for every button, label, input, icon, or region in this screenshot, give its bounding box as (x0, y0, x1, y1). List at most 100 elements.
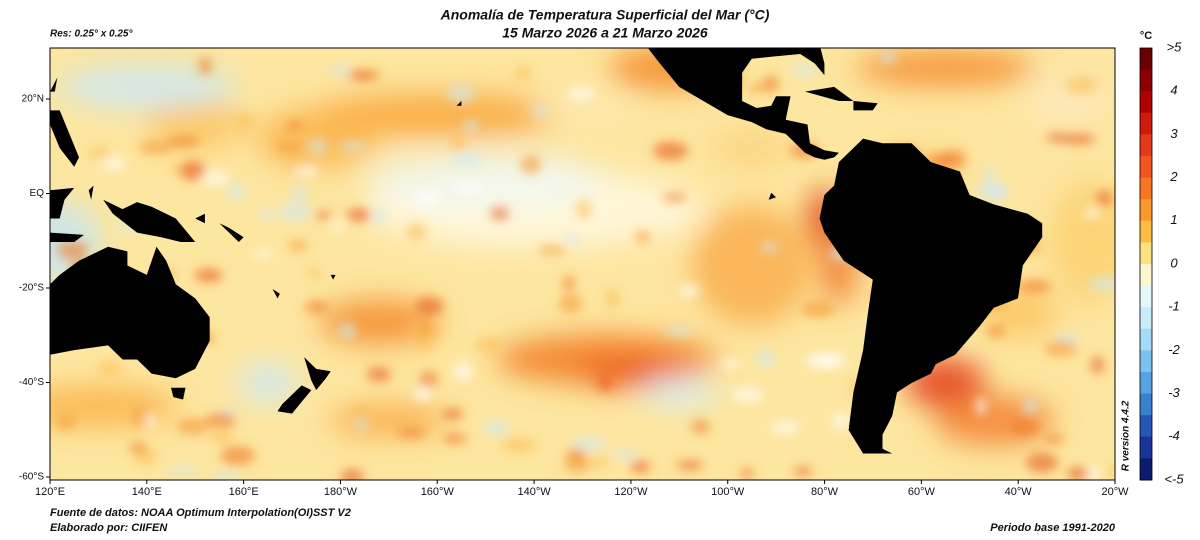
anomaly-region (365, 150, 606, 211)
anomaly-speck (275, 141, 304, 153)
anomaly-speck (881, 50, 896, 65)
anomaly-speck (204, 412, 237, 429)
anomaly-speck (286, 121, 303, 130)
anomaly-speck (558, 293, 583, 314)
anomaly-region (532, 95, 633, 126)
anomaly-speck (757, 348, 774, 369)
land (805, 86, 854, 101)
anomaly-speck (731, 386, 763, 404)
colorbar-label: 3 (1170, 126, 1178, 141)
land (819, 138, 1043, 454)
colorbar-frame (1139, 47, 1153, 481)
anomaly-speck (328, 65, 351, 76)
anomaly-speck (292, 185, 309, 201)
title: Anomalía de Temperatura Superficial del … (440, 7, 770, 23)
anomaly-speck (220, 445, 255, 466)
colorbar-label: <-5 (1164, 471, 1184, 486)
anomaly-speck (442, 408, 464, 420)
anomaly-speck (345, 70, 377, 80)
lat-label: EQ (30, 188, 45, 199)
land (656, 48, 684, 87)
anomaly-speck (179, 160, 206, 181)
anomaly-speck (652, 141, 689, 161)
anomaly-speck (442, 433, 468, 445)
colorbar-label: 4 (1170, 83, 1177, 98)
anomaly-speck (770, 420, 801, 435)
anomaly-region (691, 205, 812, 326)
anomaly-speck (804, 354, 840, 369)
anomaly-speck (501, 437, 537, 453)
anomaly-speck (1096, 190, 1113, 207)
anomaly-speck (143, 411, 157, 429)
anomaly-speck (338, 142, 367, 151)
anomaly-speck (564, 456, 590, 473)
anomaly-speck (572, 436, 606, 452)
anomaly-speck (340, 468, 364, 480)
anomaly-speck (253, 249, 273, 258)
anomaly-speck (749, 82, 765, 94)
land (50, 246, 210, 379)
lon-label: 180°W (324, 486, 358, 498)
anomaly-speck (176, 417, 210, 436)
colorbar-segment (1140, 264, 1152, 287)
colorbar-segment (1140, 134, 1152, 157)
colorbar-segment (1140, 458, 1152, 481)
land (277, 385, 312, 414)
anomaly-speck (447, 84, 476, 103)
anomaly-speck (451, 152, 483, 167)
anomaly-speck (259, 208, 275, 221)
lon-label: 80°W (811, 486, 839, 498)
land (647, 48, 839, 160)
anomaly-speck (604, 289, 620, 309)
anomaly-speck (462, 119, 480, 132)
anomaly-speck (1026, 452, 1059, 473)
anomaly-speck (662, 192, 687, 202)
anomaly-speck (308, 138, 327, 155)
anomaly-speck (55, 414, 76, 430)
land (272, 289, 280, 299)
anomaly-speck (1085, 467, 1100, 480)
colorbar-label: 0 (1170, 255, 1178, 270)
lon-label: 160°W (421, 486, 455, 498)
anomaly-region (1026, 71, 1107, 131)
land (50, 77, 58, 92)
colorbar-label: -4 (1168, 428, 1180, 443)
anomaly-speck (194, 268, 223, 283)
anomaly-speck (315, 210, 332, 220)
anomaly-speck (1044, 340, 1078, 357)
land (50, 187, 75, 219)
anomaly-speck (419, 370, 439, 389)
colorbar-segment (1140, 285, 1152, 308)
colorbar: >5 4 3 2 1 0 -1 -2 -3 -4 <-5 (1139, 39, 1184, 486)
anomaly-speck (567, 86, 596, 101)
colorbar-segment (1140, 220, 1152, 243)
anomaly-speck (1088, 276, 1115, 292)
anomaly-region (307, 93, 568, 138)
anomaly-region (711, 128, 792, 168)
unit: °C (1140, 30, 1152, 42)
colorbar-segment (1140, 91, 1152, 114)
colorbar-label: 2 (1169, 169, 1178, 184)
lat-label: -60°S (19, 472, 44, 483)
lon-label: 140°W (518, 486, 552, 498)
anomaly-speck (598, 373, 613, 392)
anomaly-speck (397, 427, 427, 438)
anomaly-speck (1067, 466, 1090, 480)
land (50, 110, 79, 167)
land (88, 185, 94, 200)
anomaly-speck (304, 300, 329, 313)
colorbar-label: >5 (1167, 39, 1183, 54)
colorbar-segment (1140, 436, 1152, 459)
source: Fuente de datos: NOAA Optimum Interpolat… (50, 507, 351, 519)
anomaly-speck (406, 222, 427, 241)
anomaly-speck (576, 199, 592, 219)
anomaly-speck (974, 397, 988, 416)
anomaly-speck (613, 449, 637, 460)
land (103, 199, 196, 242)
anomaly-speck (587, 457, 609, 468)
anomaly-speck (200, 169, 229, 186)
anomaly-speck (1022, 398, 1039, 414)
anomaly-speck (630, 460, 651, 473)
colorbar-segment (1140, 242, 1152, 265)
